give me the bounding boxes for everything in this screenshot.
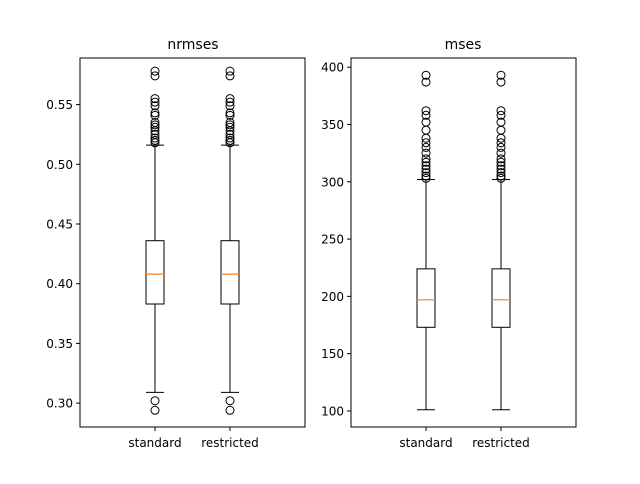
outlier-point bbox=[421, 70, 431, 80]
outlier-point bbox=[421, 164, 431, 174]
outlier-point bbox=[496, 117, 506, 127]
iqr-box bbox=[416, 268, 436, 328]
outlier-point bbox=[225, 117, 235, 127]
outlier-point bbox=[421, 110, 431, 120]
y-tick-label: 0.30 bbox=[46, 397, 73, 411]
outlier-point bbox=[150, 396, 160, 406]
y-tick-label: 0.55 bbox=[46, 98, 73, 112]
outlier-point bbox=[496, 164, 506, 174]
outlier-point bbox=[150, 97, 160, 107]
outlier-point bbox=[150, 117, 160, 127]
outlier-point bbox=[225, 129, 235, 139]
outlier-point bbox=[421, 117, 431, 127]
outlier-point bbox=[496, 110, 506, 120]
outlier-point bbox=[225, 122, 235, 132]
iqr-box bbox=[491, 268, 511, 328]
panel-nrmses: nrmses 0.30 0.35 0.40 0.45 0.50 0.55 standard r… bbox=[46, 37, 306, 450]
axes-frame bbox=[350, 57, 577, 428]
outlier-point bbox=[421, 148, 431, 158]
outlier-point bbox=[150, 108, 160, 118]
outlier-point bbox=[225, 97, 235, 107]
outlier-point bbox=[496, 125, 506, 135]
outlier-point bbox=[421, 168, 431, 178]
outlier-point bbox=[150, 129, 160, 139]
y-tick-label: 300 bbox=[321, 175, 344, 189]
outlier-point bbox=[225, 135, 235, 145]
outlier-point bbox=[496, 142, 506, 152]
boxplot-restricted bbox=[220, 66, 240, 415]
x-tick-label: restricted bbox=[472, 436, 530, 450]
chart-title: nrmses bbox=[167, 37, 218, 53]
outlier-point bbox=[225, 396, 235, 406]
outlier-point bbox=[496, 148, 506, 158]
outlier-point bbox=[496, 154, 506, 164]
x-tick-label: restricted bbox=[201, 436, 259, 450]
outlier-point bbox=[496, 157, 506, 167]
outlier-point bbox=[496, 138, 506, 148]
chart-title: mses bbox=[445, 37, 482, 53]
outlier-point bbox=[421, 133, 431, 143]
y-tick-label: 0.50 bbox=[46, 158, 73, 172]
outlier-point bbox=[421, 173, 431, 183]
outlier-point bbox=[496, 77, 506, 87]
x-tick-label: standard bbox=[128, 436, 181, 450]
outlier-point bbox=[150, 122, 160, 132]
axes-frame bbox=[79, 57, 306, 428]
outlier-point bbox=[225, 66, 235, 76]
y-tick-label: 0.45 bbox=[46, 217, 73, 231]
outlier-point bbox=[421, 161, 431, 171]
y-tick-label: 200 bbox=[321, 290, 344, 304]
outlier-point bbox=[421, 154, 431, 164]
outlier-point bbox=[421, 157, 431, 167]
outlier-point bbox=[496, 161, 506, 171]
y-tick-label: 400 bbox=[321, 61, 344, 75]
y-tick-label: 250 bbox=[321, 233, 344, 247]
panel-mses: mses 100 150 200 250 300 350 400 standard restri… bbox=[321, 37, 577, 450]
outlier-point bbox=[150, 135, 160, 145]
outlier-point bbox=[496, 171, 506, 181]
outlier-point bbox=[496, 168, 506, 178]
outlier-point bbox=[496, 173, 506, 183]
outlier-point bbox=[421, 171, 431, 181]
y-tick-label: 0.35 bbox=[46, 337, 73, 351]
outlier-point bbox=[150, 71, 160, 81]
y-tick-label: 0.40 bbox=[46, 277, 73, 291]
outlier-point bbox=[225, 101, 235, 111]
boxplot-restricted bbox=[491, 70, 511, 411]
outlier-point bbox=[150, 133, 160, 143]
outlier-point bbox=[496, 70, 506, 80]
boxplot-standard bbox=[145, 66, 165, 415]
outlier-point bbox=[225, 94, 235, 104]
iqr-box bbox=[220, 240, 240, 305]
outlier-point bbox=[225, 110, 235, 120]
outlier-point bbox=[496, 106, 506, 116]
boxplot-standard bbox=[416, 70, 436, 411]
outlier-point bbox=[421, 77, 431, 87]
outlier-point bbox=[150, 120, 160, 130]
outlier-point bbox=[150, 101, 160, 111]
x-tick-label: standard bbox=[399, 436, 452, 450]
outlier-point bbox=[421, 106, 431, 116]
y-tick-label: 150 bbox=[321, 347, 344, 361]
outlier-point bbox=[225, 133, 235, 143]
outlier-point bbox=[225, 405, 235, 415]
outlier-point bbox=[150, 94, 160, 104]
outlier-point bbox=[225, 108, 235, 118]
y-tick-label: 100 bbox=[321, 404, 344, 418]
outlier-point bbox=[225, 120, 235, 130]
iqr-box bbox=[145, 240, 165, 305]
outlier-point bbox=[421, 125, 431, 135]
outlier-point bbox=[150, 110, 160, 120]
outlier-point bbox=[225, 71, 235, 81]
outlier-point bbox=[150, 405, 160, 415]
outlier-point bbox=[150, 66, 160, 76]
outlier-point bbox=[496, 133, 506, 143]
y-tick-label: 350 bbox=[321, 118, 344, 132]
outlier-point bbox=[421, 142, 431, 152]
outlier-point bbox=[421, 138, 431, 148]
